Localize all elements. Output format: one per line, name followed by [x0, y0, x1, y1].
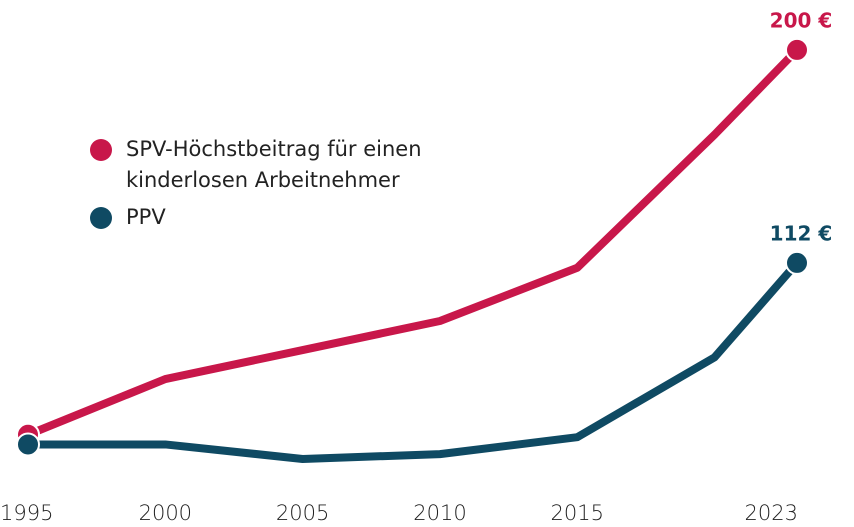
series-line — [24, 45, 801, 439]
x-tick-label: 2015 — [551, 501, 604, 525]
value-label: 200 € — [770, 8, 833, 32]
x-tick-label: 1995 — [0, 501, 53, 525]
legend-item: PPV — [88, 202, 468, 233]
legend-item: SPV-Höchstbeitrag für einen kinderlosen … — [88, 134, 468, 196]
x-tick-label: 2000 — [139, 501, 192, 525]
series-line — [24, 258, 801, 463]
point — [785, 37, 809, 62]
legend-marker — [90, 139, 112, 161]
point — [785, 250, 809, 275]
legend-label: PPV — [126, 205, 166, 229]
x-tick-label: 2010 — [413, 501, 466, 525]
legend-label: SPV-Höchstbeitrag für einen kinderlosen … — [126, 137, 422, 192]
point — [16, 432, 40, 457]
x-tick-label: 2023 — [745, 501, 798, 525]
legend-marker — [90, 207, 112, 229]
x-tick-label: 2005 — [276, 501, 329, 525]
legend: SPV-Höchstbeitrag für einen kinderlosen … — [88, 134, 468, 239]
value-label: 112 € — [770, 221, 833, 245]
